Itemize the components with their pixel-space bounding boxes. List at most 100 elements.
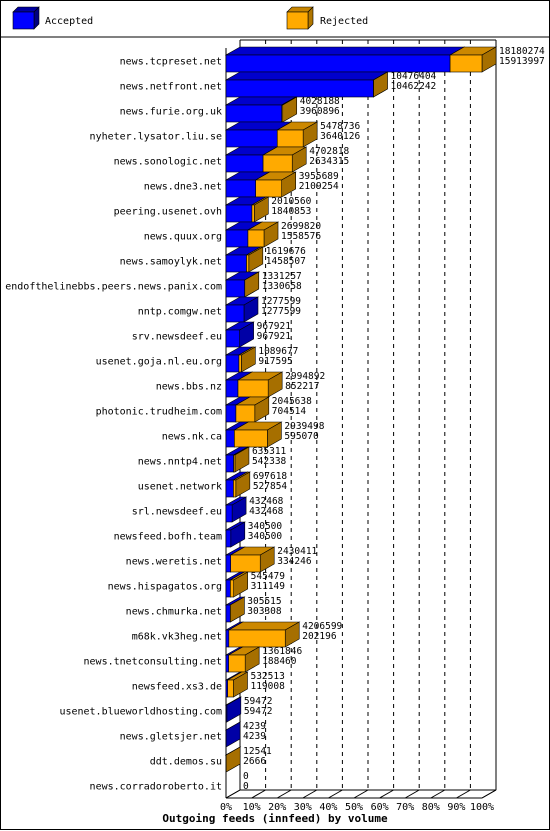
category-label: usenet.blueworldhosting.com bbox=[59, 707, 222, 718]
value-label-accepted: 1458507 bbox=[266, 256, 306, 267]
x-tick-label: 90% bbox=[447, 802, 465, 813]
value-label-accepted: 59472 bbox=[244, 706, 273, 717]
value-label-accepted: 542338 bbox=[252, 456, 287, 467]
category-label: newsfeed.bofh.team bbox=[114, 532, 222, 543]
category-label: srv.newsdeef.eu bbox=[132, 332, 222, 343]
value-label-accepted: 202196 bbox=[302, 631, 337, 642]
category-label: peering.usenet.ovh bbox=[114, 207, 222, 218]
value-label-accepted: 967921 bbox=[257, 331, 292, 342]
value-label-accepted: 311149 bbox=[251, 581, 286, 592]
value-label-accepted: 917595 bbox=[258, 356, 292, 367]
legend-label-accepted: Accepted bbox=[45, 16, 93, 27]
category-label: news.tnetconsulting.net bbox=[84, 657, 222, 668]
x-tick-label: 100% bbox=[470, 802, 494, 813]
value-label-accepted: 432468 bbox=[249, 506, 284, 517]
bar-accepted bbox=[226, 205, 252, 222]
category-label: news.sonologic.net bbox=[114, 157, 222, 168]
bar-rejected bbox=[234, 430, 267, 447]
x-tick-label: 80% bbox=[422, 802, 440, 813]
bar-rejected bbox=[248, 230, 264, 247]
bar-accepted bbox=[226, 55, 450, 72]
value-label-accepted: 852217 bbox=[285, 381, 319, 392]
legend: Accepted Rejected bbox=[1, 7, 550, 37]
bar-accepted bbox=[226, 430, 234, 447]
bar-accepted bbox=[226, 380, 238, 397]
legend-swatch-rejected bbox=[287, 12, 308, 29]
bar-rejected bbox=[231, 555, 261, 572]
bar-rejected bbox=[247, 255, 249, 272]
bar-accepted bbox=[226, 455, 234, 472]
value-label-accepted: 10462242 bbox=[391, 81, 437, 92]
bar-accepted bbox=[226, 655, 229, 672]
bar-rejected bbox=[229, 630, 285, 647]
value-label-accepted: 595070 bbox=[284, 431, 319, 442]
category-label: nntp.comgw.net bbox=[138, 307, 222, 318]
bar-accepted bbox=[226, 630, 229, 647]
bar-rejected bbox=[282, 105, 283, 122]
x-axis-title: Outgoing feeds (innfeed) by volume bbox=[162, 812, 388, 825]
value-label-accepted: 0 bbox=[243, 781, 249, 792]
legend-item-rejected: Rejected bbox=[287, 7, 368, 29]
bar-rejected bbox=[277, 130, 303, 147]
value-label-accepted: 1277599 bbox=[261, 306, 301, 317]
bar-rejected bbox=[238, 380, 268, 397]
bar-accepted bbox=[226, 80, 373, 97]
bar-rejected bbox=[234, 455, 235, 472]
category-label: newsfeed.xs3.de bbox=[132, 682, 222, 693]
value-label-accepted: 704514 bbox=[272, 406, 307, 417]
bar-accepted bbox=[226, 280, 245, 297]
plot-area: 0%10%20%30%40%50%60%70%80%90%100%news.tc… bbox=[5, 40, 545, 813]
category-label: usenet.goja.nl.eu.org bbox=[96, 357, 222, 368]
category-label: news.bbs.nz bbox=[156, 382, 222, 393]
category-label: news.nk.ca bbox=[162, 432, 222, 443]
bar-accepted bbox=[226, 480, 233, 497]
legend-swatch-accepted bbox=[13, 12, 34, 29]
category-label: photonic.trudheim.com bbox=[96, 407, 222, 418]
bar-accepted bbox=[226, 155, 263, 172]
category-label: news.weretis.net bbox=[126, 557, 222, 568]
category-label: news.quux.org bbox=[144, 232, 222, 243]
category-label: endofthelinebbs.peers.news.panix.com bbox=[5, 282, 222, 293]
bar-rejected bbox=[228, 680, 234, 697]
bar-accepted bbox=[226, 405, 236, 422]
value-label-accepted: 2634315 bbox=[309, 156, 349, 167]
value-label-accepted: 3960896 bbox=[300, 106, 340, 117]
category-label: srl.newsdeef.eu bbox=[132, 507, 222, 518]
value-label-accepted: 4239 bbox=[243, 731, 266, 742]
category-label: news.corradoroberto.it bbox=[90, 782, 222, 793]
x-tick-label: 70% bbox=[396, 802, 414, 813]
value-label-accepted: 1558576 bbox=[281, 231, 321, 242]
value-label-accepted: 1840853 bbox=[271, 206, 311, 217]
value-label-accepted: 119008 bbox=[250, 681, 285, 692]
bar-accepted-top bbox=[226, 47, 464, 55]
value-label-accepted: 2109254 bbox=[299, 181, 339, 192]
bar-accepted bbox=[226, 105, 282, 122]
legend-label-rejected: Rejected bbox=[320, 16, 368, 27]
category-label: news.tcpreset.net bbox=[120, 57, 222, 68]
bar-rejected bbox=[256, 180, 282, 197]
category-label: news.netfront.net bbox=[120, 82, 222, 93]
value-label-accepted: 303308 bbox=[247, 606, 282, 617]
value-label-accepted: 188460 bbox=[262, 656, 297, 667]
value-label-accepted: 527854 bbox=[253, 481, 288, 492]
category-label: news.nntp4.net bbox=[138, 457, 222, 468]
bar-accepted bbox=[226, 130, 277, 147]
bar-accepted bbox=[226, 555, 231, 572]
value-label-accepted: 340500 bbox=[248, 531, 283, 542]
legend-item-accepted: Accepted bbox=[13, 7, 93, 29]
bar-accepted bbox=[226, 605, 230, 622]
value-label-accepted: 1330658 bbox=[262, 281, 302, 292]
value-label-accepted: 2666 bbox=[243, 756, 266, 767]
category-label: news.gletsjer.net bbox=[120, 732, 222, 743]
bar-accepted bbox=[226, 705, 227, 722]
bar-accepted bbox=[226, 355, 239, 372]
bar-accepted bbox=[226, 330, 240, 347]
category-label: news.furie.org.uk bbox=[120, 107, 222, 118]
bar-accepted bbox=[226, 505, 232, 522]
value-label-accepted: 15913997 bbox=[499, 56, 545, 67]
category-label: news.dne3.net bbox=[144, 182, 222, 193]
bar-accepted bbox=[226, 305, 244, 322]
bar-accepted bbox=[226, 580, 230, 597]
